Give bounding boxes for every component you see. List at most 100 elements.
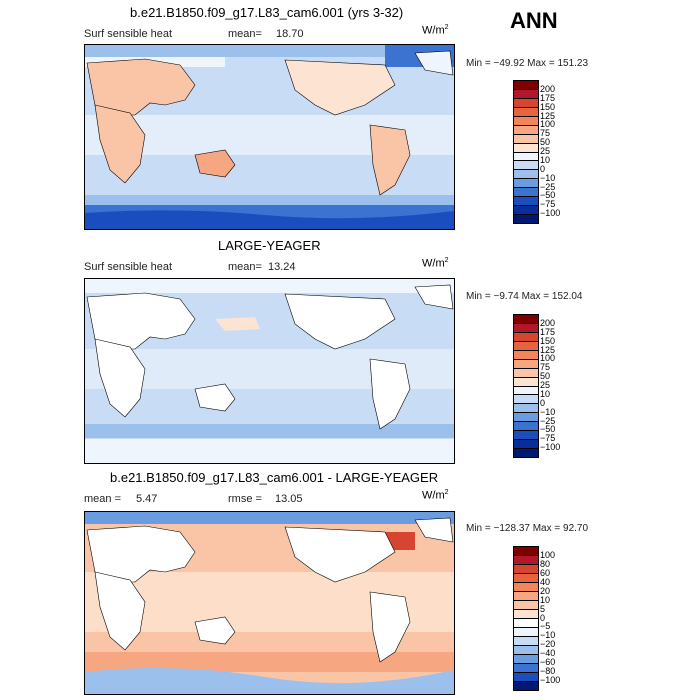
colorbar-tick-label: −25: [540, 181, 556, 192]
colorbar-tick-label: −10: [540, 406, 556, 417]
colorbar-cell: [514, 655, 538, 664]
panel-2-mean-value: 13.24: [268, 261, 296, 273]
colorbar-cell: [514, 323, 538, 333]
colorbar-cell: [514, 395, 538, 405]
panel-2-minmax: Min = −9.74 Max = 152.04: [466, 291, 583, 302]
colorbar-cell: [514, 413, 538, 423]
colorbar-cell: [514, 592, 538, 601]
panel-1-minmax: Min = −49.92 Max = 151.23: [466, 58, 589, 69]
colorbar-tick-label: −50: [540, 190, 556, 201]
colorbar-cell: [514, 341, 538, 351]
colorbar-cell: [514, 332, 538, 342]
colorbar-tick-label: 50: [540, 137, 551, 148]
colorbar-tick-label: 200: [540, 83, 556, 94]
colorbar-cell: [514, 377, 538, 387]
colorbar-tick-label: 125: [540, 344, 556, 355]
colorbar-tick-label: −5: [540, 621, 551, 632]
colorbar-tick-label: 75: [540, 362, 551, 373]
colorbar-cell: [514, 431, 538, 441]
panel-2-colorbar-labels: 200 175 150 125 100 75 50 25 10 0 −10 −25 −50 −75 −100: [540, 314, 572, 456]
colorbar-tick-label: −80: [540, 666, 556, 677]
colorbar-cell: [514, 125, 538, 135]
colorbar-cell: [514, 637, 538, 646]
colorbar-tick-label: 150: [540, 335, 556, 346]
colorbar-cell: [514, 215, 538, 223]
colorbar-cell: [514, 574, 538, 583]
colorbar-cell: [514, 107, 538, 117]
colorbar-tick-label: −20: [540, 639, 556, 650]
colorbar-tick-label: 5: [540, 603, 546, 614]
panel-3-mean-label: mean =: [84, 493, 121, 505]
colorbar-tick-label: 10: [540, 154, 551, 165]
panel-3-mean-value: 5.47: [136, 493, 158, 505]
panel-2-variable-label: Surf sensible heat: [84, 261, 173, 273]
panel-1-colorbar: [513, 80, 539, 224]
colorbar-cell: [514, 556, 538, 565]
colorbar-tick-label: 175: [540, 326, 556, 337]
colorbar-tick-label: −100: [540, 208, 561, 219]
colorbar-cell: [514, 143, 538, 153]
panel-3-map-svg: [85, 512, 454, 694]
colorbar-cell: [514, 664, 538, 673]
panel-3-title: b.e21.B1850.f09_g17.L83_cam6.001 - LARGE…: [110, 470, 439, 485]
colorbar-cell: [514, 350, 538, 360]
colorbar-cell: [514, 197, 538, 207]
colorbar-cell: [514, 404, 538, 414]
panel-2-mean-label: mean=: [228, 261, 262, 273]
panel-2-units: W/m2: [422, 257, 449, 270]
colorbar-tick-label: 25: [540, 380, 551, 390]
colorbar-cell: [514, 547, 538, 556]
colorbar-tick-label: 150: [540, 101, 556, 112]
colorbar-cell: [514, 583, 538, 592]
colorbar-cell: [514, 565, 538, 574]
colorbar-cell: [514, 386, 538, 396]
colorbar-tick-label: 25: [540, 146, 551, 156]
colorbar-tick-label: 60: [540, 567, 551, 578]
panel-3-units: W/m2: [422, 489, 449, 502]
colorbar-cell: [514, 440, 538, 450]
colorbar-cell: [514, 98, 538, 108]
colorbar-tick-label: −40: [540, 648, 556, 659]
colorbar-tick-label: 100: [540, 119, 556, 130]
colorbar-cell: [514, 206, 538, 216]
season-label: ANN: [510, 8, 558, 33]
panel-1-map-svg: [85, 45, 454, 229]
colorbar-tick-label: −10: [540, 630, 556, 641]
panel-3-colorbar: [513, 546, 539, 691]
colorbar-cell: [514, 315, 538, 324]
colorbar-cell: [514, 170, 538, 180]
panel-3-colorbar-labels: 100 80 60 40 20 10 5 0 −5 −10 −20 −40 −60 −80 −100: [540, 546, 572, 689]
colorbar-cell: [514, 610, 538, 619]
colorbar-tick-label: −100: [540, 442, 561, 453]
colorbar-cell: [514, 601, 538, 610]
panel-1-mean-value: 18.70: [276, 28, 304, 40]
colorbar-tick-label: −10: [540, 172, 556, 183]
colorbar-cell: [514, 116, 538, 126]
colorbar-tick-label: −60: [540, 657, 556, 668]
panel-2-map-svg: [85, 279, 454, 463]
colorbar-cell: [514, 449, 538, 457]
colorbar-cell: [514, 628, 538, 637]
colorbar-tick-label: 175: [540, 92, 556, 103]
panel-3-minmax: Min = −128.37 Max = 92.70: [466, 523, 589, 534]
panel-2-title: LARGE-YEAGER: [218, 238, 321, 253]
colorbar-cell: [514, 161, 538, 171]
colorbar-cell: [514, 673, 538, 682]
colorbar-cell: [514, 368, 538, 378]
colorbar-cell: [514, 619, 538, 628]
colorbar-cell: [514, 646, 538, 655]
colorbar-tick-label: 100: [540, 353, 556, 364]
panel-2-colorbar: [513, 314, 539, 458]
panel-1-units: W/m2: [422, 24, 449, 37]
colorbar-cell: [514, 422, 538, 432]
colorbar-tick-label: 75: [540, 128, 551, 139]
colorbar-tick-label: 40: [540, 576, 551, 587]
colorbar-cell: [514, 89, 538, 99]
colorbar-cell: [514, 179, 538, 189]
panel-1-map: [84, 44, 455, 230]
colorbar-cell: [514, 682, 538, 690]
panel-3-rmse-value: 13.05: [275, 493, 303, 505]
colorbar-tick-label: −100: [540, 675, 561, 686]
colorbar-tick-label: 125: [540, 110, 556, 121]
colorbar-tick-label: 0: [540, 163, 546, 174]
